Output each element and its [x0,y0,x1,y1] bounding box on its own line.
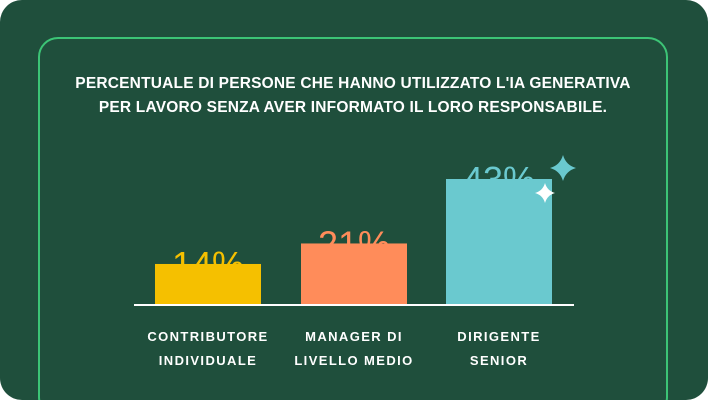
sparkle-icon [550,155,576,181]
bar-manager [301,243,407,305]
category-label-line: CONTRIBUTORE [147,329,269,344]
chart-title: PERCENTUALE DI PERSONE CHE HANNO UTILIZZ… [40,72,666,120]
category-label-line: INDIVIDUALE [158,353,258,368]
card-frame [38,37,668,400]
value-label-manager: 21% [318,223,390,264]
bar-dirigente [446,179,552,305]
category-label-line: SENIOR [469,353,529,368]
chart-title-line-2: PER LAVORO SENZA AVER INFORMATO IL LORO … [98,99,608,116]
chart-title-line-1: PERCENTUALE DI PERSONE CHE HANNO UTILIZZ… [75,75,631,92]
category-label-manager: MANAGER DI LIVELLO MEDIO [269,325,439,373]
category-label-dirigente: DIRIGENTE SENIOR [414,325,584,373]
value-label-dirigente: 43% [463,159,535,200]
category-label-line: DIRIGENTE [457,329,541,344]
bar-contributore [155,263,261,305]
value-label-contributore: 14% [172,244,244,285]
category-label-contributore: CONTRIBUTORE INDIVIDUALE [123,325,293,373]
sparkle-icon [535,183,555,203]
category-label-line: MANAGER DI [305,329,403,344]
category-label-line: LIVELLO MEDIO [294,353,414,368]
